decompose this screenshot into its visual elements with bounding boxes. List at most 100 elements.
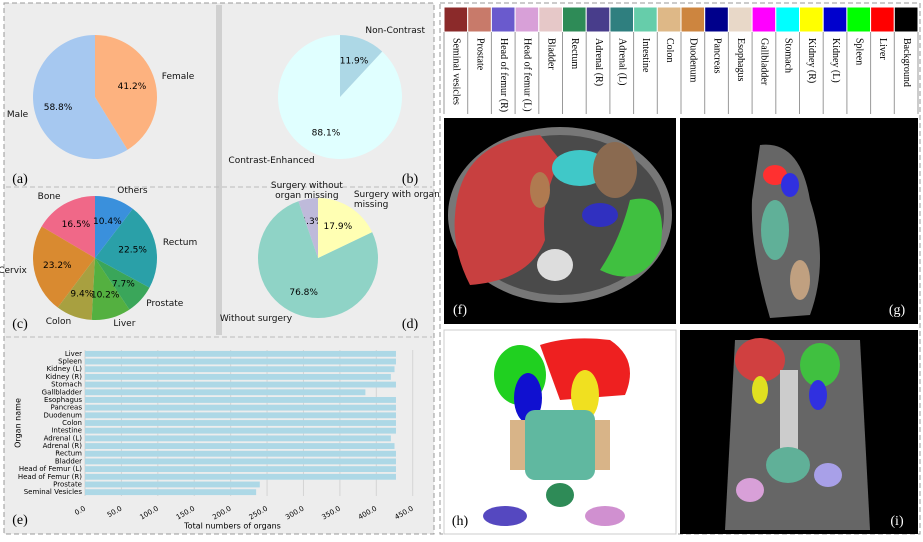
ct-coronal — [680, 330, 918, 534]
legend-swatch — [467, 6, 492, 33]
bar — [85, 427, 396, 434]
percent-label: 23.2% — [43, 261, 72, 271]
legend-swatch — [585, 6, 611, 33]
slice-label-box: Female — [161, 72, 195, 83]
slice-label: Non-Contrast — [365, 26, 426, 37]
legend-label: Esophagus — [735, 38, 746, 81]
render-3d — [443, 329, 677, 535]
legend-swatch — [680, 6, 706, 33]
slice-label-box: Non-Contrast — [365, 26, 426, 37]
slice-label-box: Cervix — [0, 265, 27, 276]
bar — [85, 366, 395, 373]
slice-label-box: Contrast-Enhanced — [228, 155, 315, 166]
legend-swatch — [514, 6, 540, 33]
legend-label: Rectum — [569, 38, 580, 69]
legend-label: Background — [901, 38, 912, 87]
panel-label: (e) — [12, 513, 28, 528]
pie-slice — [340, 35, 383, 97]
bar — [85, 350, 396, 357]
legend-swatch — [490, 6, 516, 33]
slice-label-box: Bone — [37, 191, 61, 202]
pie-slice — [32, 226, 95, 308]
pie-slice — [318, 198, 373, 258]
pie-slice — [95, 34, 158, 150]
slice-label-box: Rectum — [162, 237, 198, 248]
legend-label: Liver — [877, 38, 888, 60]
bar — [85, 473, 396, 480]
ct-sagittal — [680, 118, 918, 324]
legend-swatch — [775, 6, 800, 33]
bar — [85, 381, 396, 388]
legend-label: Head of femur (L) — [522, 38, 533, 112]
y-tick-label: Adrenal (L) — [44, 434, 83, 442]
legend-label: Kidney (L) — [830, 38, 841, 83]
legend-label: Colon — [664, 38, 675, 62]
y-tick-label: Gallbladder — [42, 388, 82, 396]
y-tick-label: Liver — [65, 350, 82, 358]
y-tick-label: Intestine — [51, 427, 82, 435]
slice-label: Liver — [113, 319, 136, 330]
y-tick-label: Pancreas — [51, 404, 83, 412]
y-tick-label: Head of Femur (R) — [18, 473, 82, 481]
legend-label: Head of femur (R) — [498, 38, 509, 112]
slice-label-box: Without surgery — [220, 314, 292, 324]
legend-swatch — [870, 6, 895, 33]
slice-label: Female — [161, 72, 195, 83]
percent-label: 10.2% — [91, 291, 120, 301]
legend-swatch — [562, 6, 587, 33]
y-axis-label: Organ name — [14, 398, 23, 448]
y-tick-label: Colon — [62, 419, 82, 427]
legend-label: Gallbladder — [759, 38, 770, 86]
y-tick-label: Kidney (L) — [47, 365, 83, 373]
y-tick-label: Esophagus — [44, 396, 82, 404]
slice-label-box: Surgery with organ missing — [353, 190, 440, 211]
panel-label: (b) — [402, 172, 419, 187]
slice-label: Bone — [37, 191, 61, 202]
legend-label: Bladder — [545, 38, 556, 70]
pie-slice — [278, 35, 403, 160]
y-tick-label: Adrenal (R) — [43, 442, 83, 450]
y-tick-label: Head of Femur (L) — [19, 465, 82, 473]
percent-label: 58.8% — [44, 103, 73, 113]
slice-label: Prostate — [146, 298, 184, 309]
bar — [85, 358, 396, 365]
percent-label: 41.2% — [118, 82, 147, 92]
percent-label: 76.8% — [289, 288, 318, 298]
percent-label: 9.4% — [70, 290, 93, 300]
pie-slice — [95, 258, 150, 310]
slice-label-box: Liver — [113, 319, 136, 330]
bar — [85, 458, 396, 465]
slice-label: Rectum — [162, 237, 198, 248]
legend-swatch — [893, 6, 919, 33]
percent-label: 10.4% — [93, 217, 122, 227]
legend-label: Adrenal (L) — [616, 38, 627, 85]
y-tick-label: Kidney (R) — [46, 373, 83, 381]
legend-label: Duodenum — [688, 38, 699, 83]
panel-label: (f) — [453, 303, 467, 318]
percent-label: 16.5% — [62, 220, 91, 230]
slice-label: Cervix — [0, 265, 27, 276]
legend-swatch — [822, 6, 848, 33]
pie-slice — [33, 35, 128, 160]
pie-slice — [91, 258, 130, 320]
legend-swatch — [799, 6, 824, 33]
legend-label: Prostate — [474, 38, 485, 71]
legend-swatch — [633, 6, 658, 33]
slice-label-box: Prostate — [146, 298, 184, 309]
percent-label: 11.9% — [340, 57, 369, 67]
legend-swatch — [656, 6, 682, 33]
bar — [85, 466, 396, 473]
bar — [85, 420, 396, 426]
y-tick-label: Stomach — [51, 381, 82, 389]
y-tick-label: Duodenum — [43, 411, 82, 419]
bar — [85, 389, 366, 396]
slice-label-box: Surgery without organ missing — [271, 181, 343, 201]
legend-label: Seminal vesicles — [451, 38, 462, 105]
y-tick-label: Seminal Vesicles — [24, 488, 83, 496]
panel-label: (i) — [890, 514, 904, 529]
slice-label: Surgery with organ missing — [353, 190, 440, 211]
legend-swatch — [609, 6, 635, 33]
slice-label: Contrast-Enhanced — [228, 155, 315, 166]
y-tick-label: Spleen — [58, 358, 82, 366]
